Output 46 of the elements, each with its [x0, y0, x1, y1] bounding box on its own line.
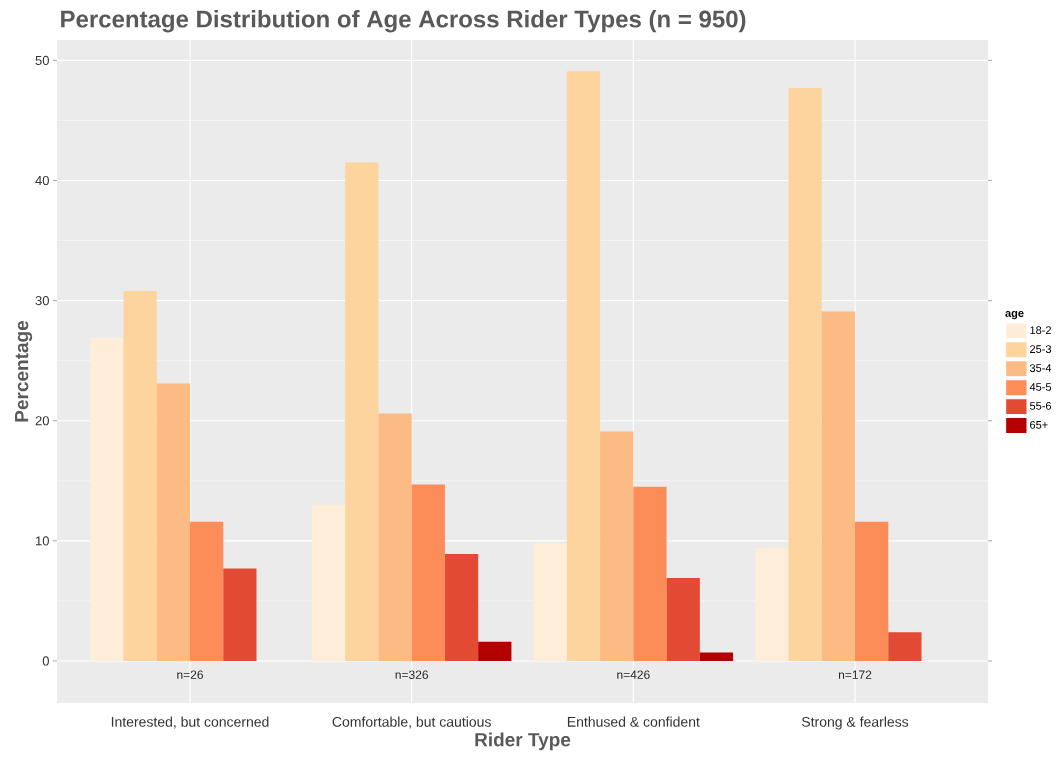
bar [345, 162, 379, 661]
bar [123, 291, 157, 661]
bar [478, 641, 512, 661]
bar [378, 413, 412, 661]
annotation: n=326 [395, 670, 428, 679]
y-axis-title: Percentage [15, 320, 33, 422]
bar [666, 578, 700, 661]
x-tick-label: Comfortable, but cautious [332, 716, 491, 729]
y-tick-label: 0 [42, 656, 49, 666]
x-tick-label: Strong & fearless [801, 716, 909, 730]
bar [223, 568, 257, 661]
bar [311, 504, 346, 661]
bar [821, 311, 856, 661]
bar [444, 554, 479, 661]
legend-label: 55-6 [1029, 402, 1052, 410]
bar [156, 383, 190, 661]
bar [90, 337, 124, 661]
bar [755, 548, 789, 661]
bar [788, 88, 822, 661]
bar [566, 71, 601, 661]
legend-label: 35-4 [1029, 364, 1052, 372]
annotation: n=426 [617, 670, 650, 679]
annotation: n=172 [838, 670, 872, 679]
legend-label: 25-3 [1030, 345, 1052, 354]
bar [411, 484, 445, 661]
x-tick-label: Enthused & confident [567, 716, 700, 727]
y-tick-label: 50 [35, 55, 49, 66]
bar [600, 431, 634, 661]
legend-label: 65+ [1030, 420, 1048, 429]
chart-title: Percentage Distribution of Age Across Rider Types (n = 950) [61, 9, 746, 33]
legend-title: age [1005, 310, 1024, 320]
x-tick-label: Interested, but concerned [111, 716, 269, 729]
annotation: n=26 [177, 670, 203, 679]
bar [633, 486, 667, 661]
bar [855, 521, 889, 661]
y-tick-label: 20 [35, 416, 49, 426]
bar [888, 632, 922, 661]
legend-label: 18-2 [1030, 326, 1051, 335]
legend-label: 45-5 [1029, 383, 1052, 391]
bar [533, 543, 567, 661]
bar [190, 521, 224, 661]
y-tick-label: 10 [36, 536, 49, 546]
y-tick-label: 30 [35, 296, 49, 306]
y-tick-label: 40 [35, 175, 49, 186]
x-axis-title: Rider Type [475, 732, 571, 751]
bar [699, 652, 734, 661]
